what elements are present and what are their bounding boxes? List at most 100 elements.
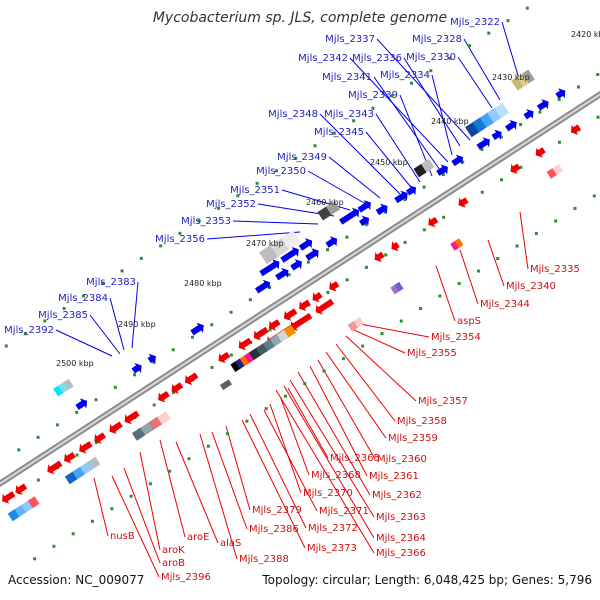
reverse-gene-arrow[interactable] [182, 370, 200, 388]
reverse-gene-arrow[interactable] [215, 349, 232, 366]
gene-label[interactable]: Mjls_2383 [86, 277, 136, 288]
reverse-gene-arrow[interactable] [371, 249, 386, 265]
forward-gene-arrow[interactable] [324, 234, 341, 251]
forward-gene-arrow[interactable] [490, 127, 505, 143]
gene-label[interactable]: Mjls_2330 [406, 52, 456, 63]
gene-label[interactable]: Mjls_2352 [206, 199, 256, 210]
forward-gene-arrow[interactable] [404, 183, 419, 199]
reverse-gene-arrow[interactable] [507, 161, 522, 177]
forward-gene-arrow[interactable] [74, 396, 91, 413]
gene-label[interactable]: Mjls_2386 [249, 524, 299, 535]
forward-gene-arrow[interactable] [253, 277, 273, 296]
reverse-gene-arrow[interactable] [168, 380, 185, 397]
gene-label[interactable]: Mjls_2396 [161, 572, 211, 583]
forward-gene-arrow[interactable] [337, 205, 362, 227]
reverse-gene-arrow[interactable] [266, 317, 283, 334]
gene-label[interactable]: Mjls_2355 [407, 348, 457, 359]
forward-gene-arrow[interactable] [146, 351, 159, 365]
gene-label[interactable]: Mjls_2357 [418, 396, 468, 407]
gene-labels[interactable]: Mjls_2322 Mjls_2328 Mjls_2330 Mjls_2337 Mjls… [4, 17, 580, 583]
gene-label[interactable]: Mjls_2353 [181, 216, 231, 227]
forward-gene-arrow[interactable] [357, 213, 372, 229]
gene-label[interactable]: Mjls_2363 [376, 512, 426, 523]
gene-label[interactable]: Mjls_2371 [319, 506, 369, 517]
forward-gene-arrow[interactable] [522, 106, 537, 122]
gene-label[interactable]: Mjls_2379 [252, 505, 302, 516]
forward-gene-arrow[interactable] [374, 201, 391, 218]
gene-label[interactable]: Mjls_2343 [324, 109, 374, 120]
gene-label[interactable]: aspS [457, 316, 481, 327]
gene-label[interactable]: Mjls_2341 [322, 72, 372, 83]
reverse-gene-arrow[interactable] [568, 122, 583, 138]
forward-gene-arrow[interactable] [554, 86, 569, 102]
gene-label[interactable]: aroK [162, 545, 185, 556]
forward-gene-arrow[interactable] [273, 265, 291, 283]
gene-label[interactable]: Mjls_2372 [308, 523, 358, 534]
gene-label[interactable]: aroB [162, 558, 185, 569]
forward-gene-arrow[interactable] [304, 246, 322, 264]
reverse-gene-arrow[interactable] [532, 145, 547, 161]
forward-gene-arrow[interactable] [435, 162, 452, 179]
reverse-gene-arrow[interactable] [455, 195, 470, 211]
forward-gene-arrow[interactable] [393, 188, 411, 206]
reverse-gene-arrow[interactable] [296, 297, 313, 314]
reverse-gene-arrow[interactable] [91, 430, 108, 447]
reverse-gene-arrow[interactable] [76, 439, 94, 457]
gene-label[interactable]: alaS [220, 538, 241, 549]
reverse-gene-arrow[interactable] [388, 239, 401, 253]
reverse-gene-arrow[interactable] [44, 458, 64, 477]
gene-label[interactable]: Mjls_2362 [372, 490, 422, 501]
gene-label[interactable]: Mjls_2364 [376, 533, 426, 544]
gene-label[interactable]: Mjls_2351 [230, 185, 280, 196]
gene-label[interactable]: Mjls_2359 [388, 433, 438, 444]
reverse-gene-arrow[interactable] [61, 449, 78, 466]
reverse-gene-arrow[interactable] [0, 489, 17, 507]
forward-gene-arrow[interactable] [356, 197, 374, 215]
gene-label[interactable]: Mjls_2328 [412, 34, 462, 45]
gene-label[interactable]: Mjls_2337 [325, 34, 375, 45]
forward-gene-arrow[interactable] [189, 320, 207, 338]
gene-label[interactable]: Mjls_2388 [239, 554, 289, 565]
forward-gene-arrow[interactable] [279, 244, 302, 265]
forward-gene-arrow[interactable] [258, 257, 283, 279]
gene-features[interactable] [0, 86, 583, 507]
reverse-gene-arrow[interactable] [309, 289, 324, 305]
gene-label[interactable]: Mjls_2373 [307, 543, 357, 554]
forward-gene-arrow[interactable] [535, 97, 552, 114]
reverse-gene-arrow[interactable] [281, 306, 299, 324]
reverse-gene-arrow[interactable] [12, 481, 29, 498]
gene-label[interactable]: Mjls_2348 [268, 109, 318, 120]
gene-label[interactable]: Mjls_2361 [369, 471, 419, 482]
forward-gene-arrow[interactable] [289, 257, 306, 274]
gene-label[interactable]: Mjls_2384 [58, 293, 108, 304]
gene-label[interactable]: Mjls_2334 [380, 70, 430, 81]
forward-gene-arrow[interactable] [503, 117, 520, 134]
gene-label[interactable]: Mjls_2366 [376, 548, 426, 559]
gene-label[interactable]: Mjls_2385 [38, 310, 88, 321]
gene-label[interactable]: Mjls_2344 [480, 299, 530, 310]
gene-label[interactable]: Mjls_2336 [352, 53, 402, 64]
reverse-gene-arrow[interactable] [235, 335, 253, 353]
gene-label[interactable]: Mjls_2368 [311, 470, 361, 481]
gene-label[interactable]: Mjls_2322 [450, 17, 500, 28]
gene-label[interactable]: Mjls_2354 [431, 332, 481, 343]
gene-label[interactable]: Mjls_2365 [330, 453, 380, 464]
gene-label[interactable]: aroE [187, 532, 209, 543]
reverse-gene-arrow[interactable] [155, 388, 172, 405]
gene-label[interactable]: Mjls_2340 [506, 281, 556, 292]
reverse-gene-arrow[interactable] [106, 419, 124, 437]
reverse-gene-arrow[interactable] [425, 214, 440, 230]
gene-label[interactable]: Mjls_2349 [277, 152, 327, 163]
gene-label[interactable]: nusB [110, 531, 135, 542]
gene-label[interactable]: Mjls_2356 [155, 234, 205, 245]
reverse-gene-arrow[interactable] [121, 408, 141, 427]
reverse-gene-arrow[interactable] [326, 279, 341, 295]
gene-label[interactable]: Mjls_2339 [348, 90, 398, 101]
gene-label[interactable]: Mjls_2345 [314, 127, 364, 138]
gene-label[interactable]: Mjls_2370 [303, 488, 353, 499]
gene-label[interactable]: Mjls_2358 [397, 416, 447, 427]
gene-label[interactable]: Mjls_2342 [298, 53, 348, 64]
forward-gene-arrow[interactable] [130, 360, 145, 376]
forward-gene-arrow[interactable] [475, 135, 493, 153]
